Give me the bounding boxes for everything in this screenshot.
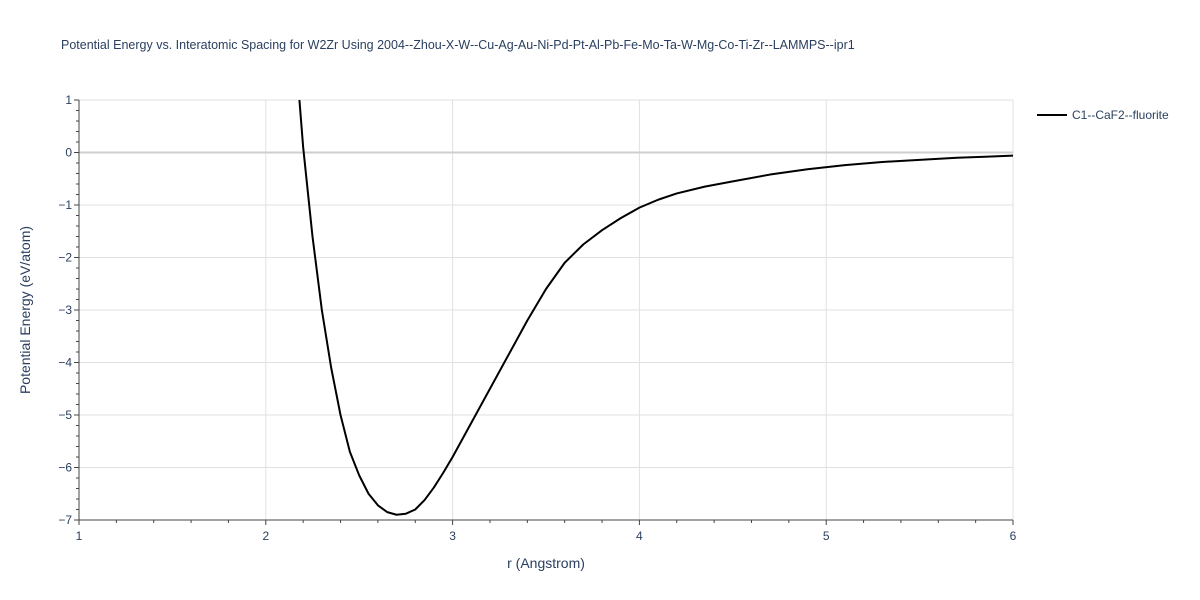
y-tick-label: −5	[58, 408, 72, 422]
x-tick-label: 2	[262, 529, 269, 543]
y-tick-label: −6	[58, 461, 72, 475]
x-tick-label: 3	[449, 529, 456, 543]
legend[interactable]: C1--CaF2--fluorite	[1037, 108, 1169, 122]
y-tick-label: −3	[58, 303, 72, 317]
x-axis-label: r (Angstrom)	[507, 555, 585, 571]
x-tick-label: 1	[76, 529, 83, 543]
x-tick-label: 5	[823, 529, 830, 543]
y-tick-label: −1	[58, 198, 72, 212]
series-line-1	[298, 100, 1013, 516]
y-tick-label: −4	[58, 356, 72, 370]
axes: 1 2 3 4 5 6 1 0 −1 −2 −3 −4 −5 −6 −7	[58, 93, 1016, 543]
y-tick-label: 0	[65, 146, 72, 160]
legend-label: C1--CaF2--fluorite	[1072, 108, 1169, 122]
y-tick-label: 1	[65, 93, 72, 107]
y-tick-label: −2	[58, 251, 72, 265]
y-tick-label: −7	[58, 513, 72, 527]
chart-title: Potential Energy vs. Interatomic Spacing…	[61, 38, 855, 52]
x-tick-label: 6	[1010, 529, 1017, 543]
series-layer	[298, 100, 1013, 516]
grid-lines	[79, 99, 1014, 520]
x-tick-label: 4	[636, 529, 643, 543]
